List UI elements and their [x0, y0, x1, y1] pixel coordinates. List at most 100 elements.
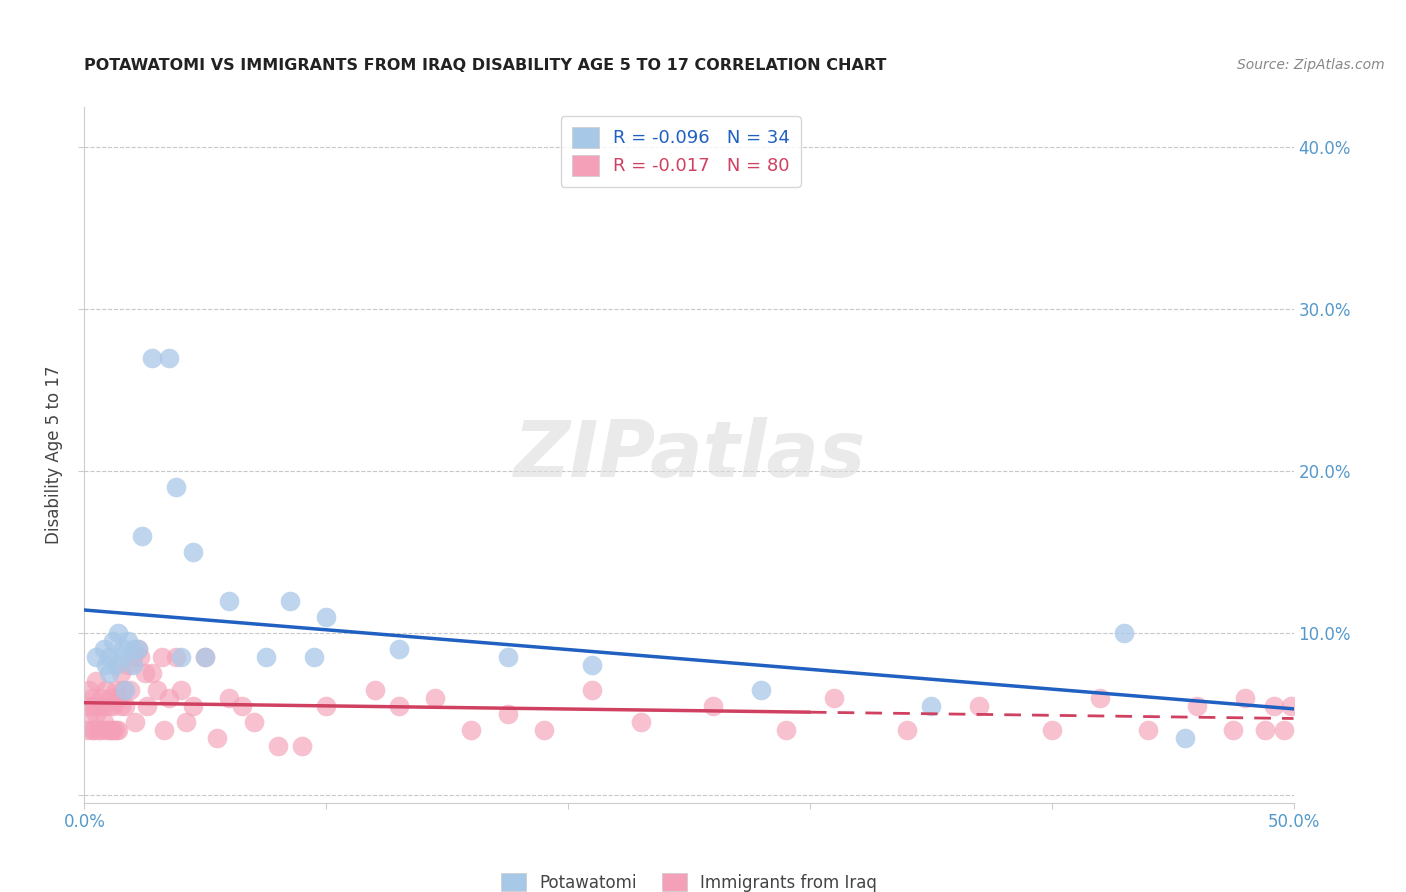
- Point: [112, 642, 135, 657]
- Point: [1234, 690, 1257, 705]
- Point: [97, 666, 120, 681]
- Legend: R = -0.096   N = 34, R = -0.017   N = 80: R = -0.096 N = 34, R = -0.017 N = 80: [561, 116, 801, 186]
- Point: [112, 682, 135, 697]
- Point: [86, 674, 108, 689]
- Point: [278, 593, 301, 607]
- Point: [141, 351, 163, 365]
- Point: [157, 351, 180, 365]
- Point: [76, 698, 98, 713]
- Point: [104, 658, 127, 673]
- Point: [218, 593, 240, 607]
- Point: [117, 634, 139, 648]
- Point: [97, 650, 120, 665]
- Point: [93, 698, 115, 713]
- Point: [121, 650, 143, 665]
- Point: [110, 666, 132, 681]
- Point: [181, 545, 204, 559]
- Point: [80, 690, 103, 705]
- Point: [751, 682, 773, 697]
- Point: [533, 723, 555, 737]
- Point: [103, 698, 125, 713]
- Point: [77, 682, 100, 697]
- Point: [496, 650, 519, 665]
- Point: [77, 706, 100, 721]
- Point: [100, 723, 122, 737]
- Point: [110, 698, 132, 713]
- Point: [104, 682, 127, 697]
- Point: [124, 714, 146, 729]
- Point: [87, 698, 110, 713]
- Point: [423, 690, 446, 705]
- Text: POTAWATOMI VS IMMIGRANTS FROM IRAQ DISABILITY AGE 5 TO 17 CORRELATION CHART: POTAWATOMI VS IMMIGRANTS FROM IRAQ DISAB…: [84, 58, 887, 73]
- Point: [1114, 626, 1136, 640]
- Point: [100, 690, 122, 705]
- Point: [107, 626, 129, 640]
- Point: [107, 690, 129, 705]
- Point: [117, 658, 139, 673]
- Point: [129, 650, 152, 665]
- Point: [194, 650, 217, 665]
- Point: [127, 642, 149, 657]
- Point: [114, 698, 136, 713]
- Point: [97, 723, 120, 737]
- Point: [103, 723, 125, 737]
- Point: [630, 714, 652, 729]
- Point: [581, 658, 603, 673]
- Point: [86, 650, 108, 665]
- Point: [121, 642, 143, 657]
- Point: [823, 690, 845, 705]
- Point: [93, 714, 115, 729]
- Point: [93, 642, 115, 657]
- Point: [86, 706, 108, 721]
- Point: [920, 698, 942, 713]
- Point: [165, 650, 187, 665]
- Point: [363, 682, 385, 697]
- Point: [967, 698, 990, 713]
- Point: [291, 739, 314, 754]
- Point: [94, 682, 117, 697]
- Point: [315, 609, 337, 624]
- Point: [1279, 698, 1302, 713]
- Point: [131, 529, 153, 543]
- Point: [121, 658, 143, 673]
- Point: [136, 698, 159, 713]
- Point: [90, 690, 112, 705]
- Point: [1040, 723, 1063, 737]
- Point: [141, 666, 163, 681]
- Point: [170, 650, 193, 665]
- Point: [1185, 698, 1208, 713]
- Point: [242, 714, 264, 729]
- Point: [496, 706, 519, 721]
- Point: [254, 650, 277, 665]
- Point: [775, 723, 797, 737]
- Point: [120, 682, 142, 697]
- Point: [896, 723, 918, 737]
- Point: [181, 698, 204, 713]
- Text: ZIPatlas: ZIPatlas: [513, 417, 865, 493]
- Point: [107, 723, 129, 737]
- Point: [1263, 698, 1285, 713]
- Point: [134, 666, 156, 681]
- Point: [83, 723, 105, 737]
- Point: [157, 690, 180, 705]
- Point: [218, 690, 240, 705]
- Point: [460, 723, 482, 737]
- Point: [127, 642, 149, 657]
- Point: [194, 650, 217, 665]
- Point: [1253, 723, 1275, 737]
- Point: [87, 723, 110, 737]
- Point: [80, 723, 103, 737]
- Point: [1222, 723, 1244, 737]
- Point: [94, 723, 117, 737]
- Y-axis label: Disability Age 5 to 17: Disability Age 5 to 17: [45, 366, 63, 544]
- Point: [231, 698, 253, 713]
- Point: [1137, 723, 1160, 737]
- Point: [581, 682, 603, 697]
- Point: [170, 682, 193, 697]
- Point: [702, 698, 724, 713]
- Point: [94, 658, 117, 673]
- Point: [103, 634, 125, 648]
- Point: [267, 739, 290, 754]
- Point: [146, 682, 169, 697]
- Point: [302, 650, 325, 665]
